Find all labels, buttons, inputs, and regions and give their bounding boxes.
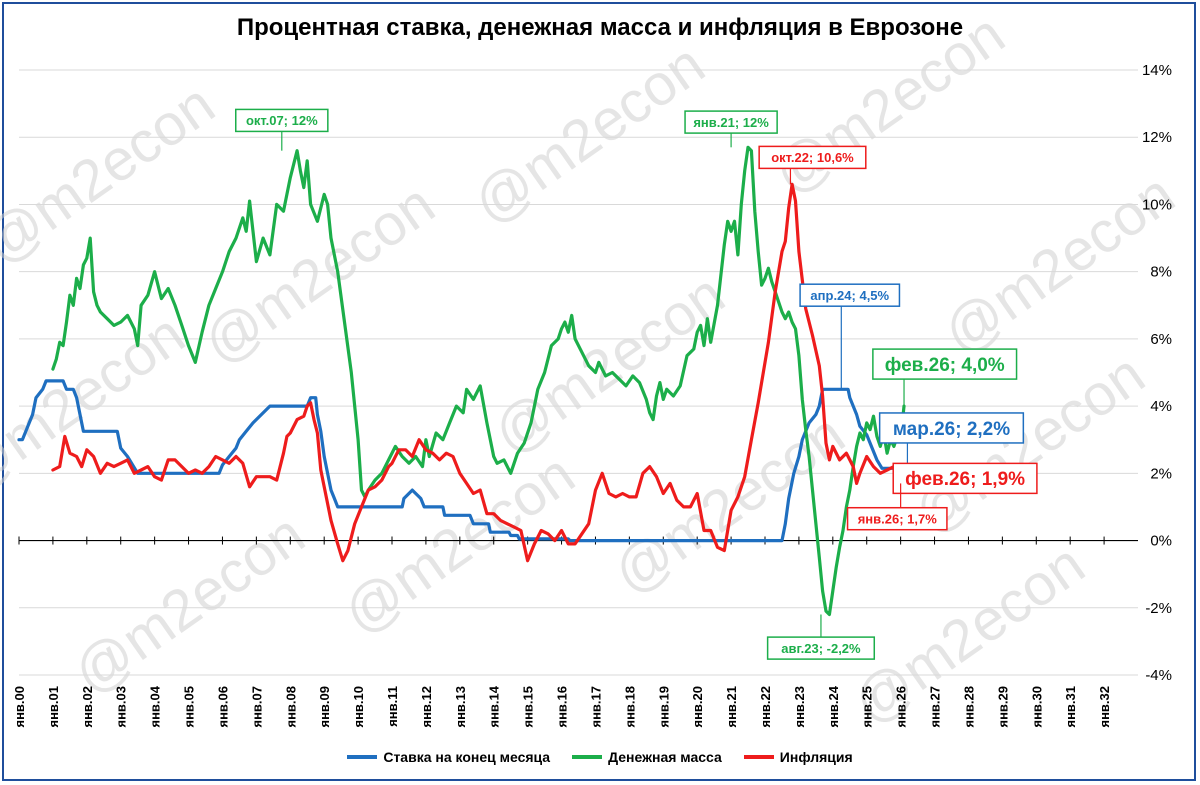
legend: Ставка на конец месяца Денежная масса Ин… <box>0 749 1200 765</box>
legend-item-inflation: Инфляция <box>743 749 853 765</box>
y-tick-label: 4% <box>1150 398 1172 415</box>
y-tick-label: 8% <box>1150 264 1172 281</box>
x-tick-label: янв.16 <box>555 686 570 728</box>
annotation-label: янв.21; 12% <box>693 115 769 130</box>
x-tick-label: янв.28 <box>961 686 976 728</box>
annotation-box <box>799 283 901 307</box>
x-tick-label: янв.26 <box>894 686 909 728</box>
series-line-money <box>51 145 906 617</box>
watermark-text: @m2econ <box>482 261 737 466</box>
annotation-box <box>766 636 876 660</box>
watermark-text: @m2econ <box>932 161 1187 366</box>
annotation-box <box>235 108 329 133</box>
annotation-box <box>684 110 778 134</box>
legend-item-money: Денежная масса <box>572 749 722 765</box>
x-axis: янв.00 янв.01 янв.02 янв.03 янв.04 янв.05 янв.… <box>12 536 1112 728</box>
watermark-text: @m2econ <box>192 171 447 376</box>
legend-swatch-rate <box>347 755 378 759</box>
legend-swatch-inflation <box>743 755 774 759</box>
y-tick-label: 14% <box>1142 62 1172 79</box>
annotation-box <box>758 145 867 170</box>
series-lines <box>17 145 909 617</box>
chart-title: Процентная ставка, денежная масса и инфл… <box>236 14 964 41</box>
legend-swatch-money <box>572 755 603 759</box>
watermark-text: @m2econ <box>62 501 317 706</box>
annotation-label: фев.26; 4,0% <box>885 355 1005 376</box>
annotation-label: авг.23; -2,2% <box>781 641 861 656</box>
x-tick-label: янв.12 <box>419 686 434 728</box>
x-tick-label: янв.27 <box>928 686 943 728</box>
x-tick-label: янв.00 <box>12 686 27 728</box>
x-tick-label: янв.14 <box>487 685 502 727</box>
x-tick-label: янв.06 <box>215 686 230 728</box>
y-tick-label: 6% <box>1150 331 1172 348</box>
annotation-label: фев.26; 1,9% <box>905 469 1025 490</box>
annotation-label: янв.26; 1,7% <box>858 511 938 526</box>
legend-label-rate: Ставка на конец месяца <box>383 749 551 765</box>
x-tick-label: янв.18 <box>622 686 637 728</box>
x-tick-label: янв.31 <box>1063 686 1078 728</box>
series-line-inflation <box>51 182 906 563</box>
x-tick-label: янв.09 <box>317 686 332 728</box>
x-tick-label: янв.05 <box>182 686 197 728</box>
legend-item-rate: Ставка на конец месяца <box>347 749 550 765</box>
x-tick-label: янв.30 <box>1029 686 1044 728</box>
annotation-label: окт.22; 10,6% <box>771 150 854 165</box>
y-tick-label: 0% <box>1150 533 1172 550</box>
x-tick-label: янв.20 <box>690 686 705 728</box>
annotation-label: апр.24; 4,5% <box>810 288 889 303</box>
y-tick-label: 2% <box>1150 465 1172 482</box>
legend-label-money: Денежная масса <box>608 749 722 765</box>
x-tick-label: янв.08 <box>283 686 298 728</box>
x-tick-label: янв.01 <box>46 686 61 728</box>
x-tick-label: янв.13 <box>453 686 468 728</box>
x-tick-label: янв.10 <box>351 686 366 728</box>
annotation-box <box>872 348 1018 380</box>
x-tick-label: янв.17 <box>588 686 603 728</box>
annotations: окт.07; 12% янв.21; 12% окт.22; 10,6% апр.2… <box>235 108 1038 660</box>
x-tick-label: янв.03 <box>114 686 129 728</box>
x-tick-label: янв.22 <box>758 686 773 728</box>
y-tick-label: -4% <box>1145 667 1172 684</box>
watermark-text: @m2econ <box>762 1 1017 206</box>
x-tick-label: янв.25 <box>860 686 875 728</box>
x-tick-label: янв.23 <box>792 686 807 728</box>
y-axis: -4% -2% 0% 2% 4% 6% 8% 10% 12% 14% <box>1142 62 1172 684</box>
annotation-box <box>846 506 948 531</box>
x-tick-label: янв.29 <box>995 686 1010 728</box>
legend-label-inflation: Инфляция <box>779 749 853 765</box>
x-tick-label: янв.19 <box>656 686 671 728</box>
x-tick-label: янв.32 <box>1097 686 1112 728</box>
series-line-rate <box>17 379 909 543</box>
x-tick-label: янв.11 <box>385 686 400 727</box>
x-tick-label: янв.24 <box>826 685 841 727</box>
annotation-box <box>892 462 1038 495</box>
y-tick-label: 10% <box>1142 196 1172 213</box>
x-tick-label: янв.15 <box>521 686 536 728</box>
watermark-text: @m2econ <box>0 301 196 506</box>
x-tick-label: янв.04 <box>148 685 163 727</box>
watermark-text: @m2econ <box>602 401 857 606</box>
watermark-text: @m2econ <box>462 31 717 236</box>
y-tick-label: -2% <box>1145 600 1172 617</box>
annotation-box <box>878 412 1025 444</box>
x-tick-label: янв.02 <box>80 686 95 728</box>
y-tick-label: 12% <box>1142 129 1172 146</box>
grid-lines <box>19 69 1138 676</box>
x-tick-label: янв.21 <box>724 686 739 728</box>
watermark-text: @m2econ <box>0 71 226 276</box>
annotation-label: мар.26; 2,2% <box>893 419 1010 440</box>
annotation-label: окт.07; 12% <box>246 113 318 128</box>
x-tick-label: янв.07 <box>249 686 264 728</box>
